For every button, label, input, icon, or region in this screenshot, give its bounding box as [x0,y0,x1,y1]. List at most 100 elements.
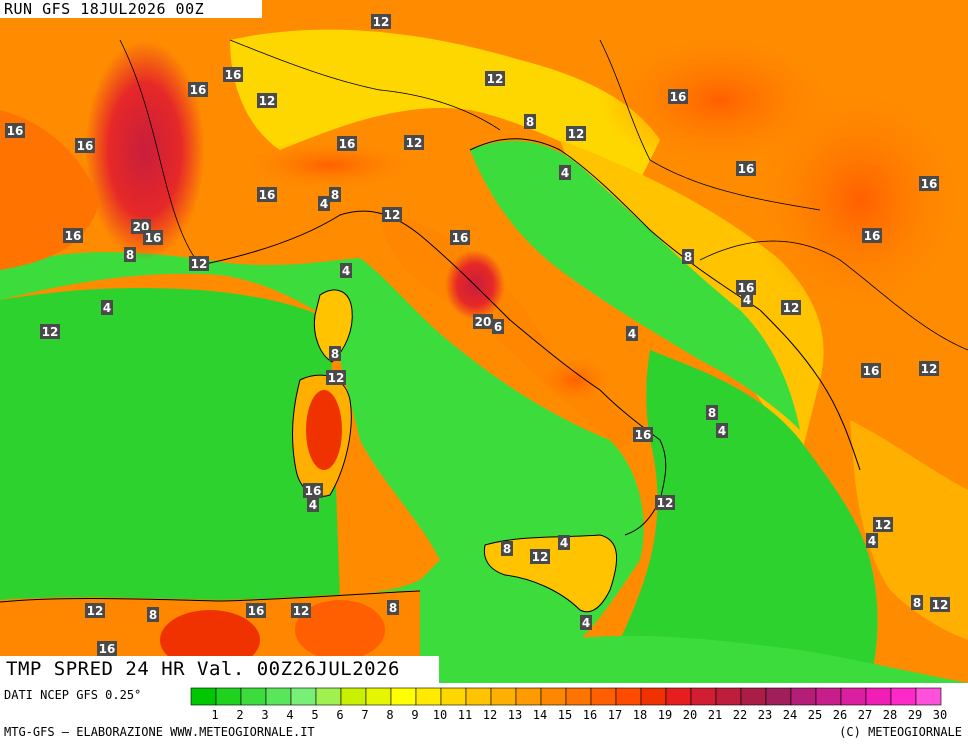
hotspot-sardinia [306,390,342,470]
svg-text:4: 4 [103,301,111,315]
sea-adriatic [470,140,800,430]
contour-label: 4 [340,263,352,278]
contour-label: 12 [873,517,893,532]
svg-text:8: 8 [526,115,534,129]
svg-text:12: 12 [657,496,674,510]
data-source: DATI NCEP GFS 0.25° [4,688,142,702]
contour-label: 12 [291,603,311,618]
svg-text:8: 8 [684,250,692,264]
svg-text:12: 12 [875,518,892,532]
legend-swatch [765,687,792,706]
legend-tick-label: 25 [808,708,822,722]
svg-text:12: 12 [259,94,276,108]
legend-swatch [840,687,867,706]
contour-label: 16 [143,230,163,245]
svg-text:16: 16 [864,229,881,243]
hotspot-po-valley [240,140,420,190]
legend-swatch [265,687,292,706]
svg-text:16: 16 [738,162,755,176]
svg-text:16: 16 [863,364,880,378]
svg-text:12: 12 [293,604,310,618]
legend-tick-label: 23 [758,708,772,722]
legend-tick-label: 20 [683,708,697,722]
contour-label: 12 [85,603,105,618]
svg-text:12: 12 [783,301,800,315]
legend-swatch [465,687,492,706]
legend-tick-label: 17 [608,708,622,722]
contour-label: 8 [524,114,536,129]
contour-label: 4 [318,196,330,211]
corsica [314,290,353,362]
legend-tick-label: 16 [583,708,597,722]
legend-swatch [240,687,267,706]
svg-text:4: 4 [743,293,751,307]
legend-swatch [715,687,742,706]
legend-tick-label: 5 [311,708,318,722]
legend-swatch [790,687,817,706]
legend-swatch [340,687,367,706]
contour-label: 8 [911,595,923,610]
svg-text:4: 4 [342,264,350,278]
contour-label: 16 [736,161,756,176]
contour-label: 16 [450,230,470,245]
valid-time-title: TMP SPRED 24 HR Val. 00Z26JUL2026 [0,656,439,683]
contour-label: 20 [473,314,493,329]
contour-label: 16 [75,138,95,153]
legend-swatch [690,687,717,706]
legend-swatch [865,687,892,706]
legend-tick-label: 11 [458,708,472,722]
contour-label: 8 [387,600,399,615]
yellow-zone-alps [230,29,660,180]
contour-label: 16 [303,483,323,498]
legend-swatch [640,687,667,706]
svg-text:8: 8 [913,596,921,610]
legend-tick-label: 7 [361,708,368,722]
svg-text:16: 16 [635,428,652,442]
contour-label: 4 [307,497,319,512]
legend-tick-label: 30 [933,708,947,722]
contour-label: 16 [63,228,83,243]
contour-label: 16 [861,363,881,378]
contour-label: 12 [781,300,801,315]
sea-tyrrhenian-west [0,252,644,683]
svg-text:16: 16 [225,68,242,82]
contour-label: 12 [371,14,391,29]
sea-south-band [540,635,968,683]
contour-label: 12 [382,207,402,222]
svg-text:6: 6 [494,320,502,334]
svg-text:12: 12 [921,362,938,376]
footer-copyright: (C) METEOGIORNALE [839,725,962,739]
contour-label: 16 [633,427,653,442]
contour-label: 16 [736,280,756,295]
legend-tick-label: 8 [386,708,393,722]
contour-label: 16 [97,641,117,656]
legend-tick-label: 6 [336,708,343,722]
hotspot-north-africa-2 [295,600,385,660]
contour-label: 4 [626,326,638,341]
legend-swatch [565,687,592,706]
legend-tick-label: 15 [558,708,572,722]
contour-label: 12 [930,597,950,612]
contour-label: 4 [101,300,113,315]
legend-swatch [890,687,917,706]
legend-swatch [615,687,642,706]
svg-text:8: 8 [331,188,339,202]
contour-label: 16 [223,67,243,82]
contour-label: 12 [919,361,939,376]
svg-text:16: 16 [7,124,24,138]
legend-tick-label: 18 [633,708,647,722]
contour-label: 4 [741,292,753,307]
contour-label: 4 [580,615,592,630]
legend-swatch [490,687,517,706]
svg-text:8: 8 [149,608,157,622]
legend-tick-label: 21 [708,708,722,722]
legend-swatch [515,687,542,706]
contour-label: 16 [919,176,939,191]
contour-label: 12 [189,256,209,271]
contour-label: 16 [257,187,277,202]
svg-text:12: 12 [42,325,59,339]
legend-tick-label: 2 [236,708,243,722]
legend-swatch [390,687,417,706]
legend-tick-label: 22 [733,708,747,722]
